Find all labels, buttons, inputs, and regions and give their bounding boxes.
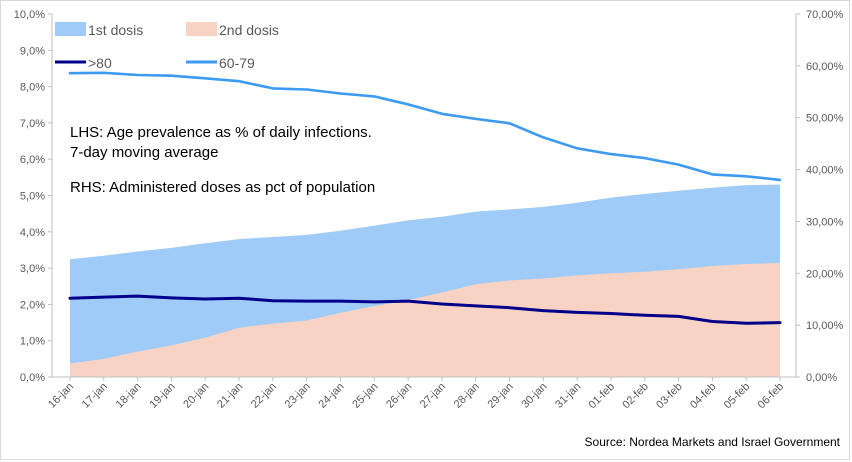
right-tick-label: 50,00%: [806, 113, 844, 125]
x-tick-label: 05-feb: [722, 381, 753, 412]
x-tick-label: 22-jan: [249, 381, 279, 411]
right-tick-label: 10,00%: [806, 320, 844, 332]
right-tick-label: 20,00%: [806, 268, 844, 280]
legend-60-79-label: 60-79: [219, 55, 255, 71]
left-tick-label: 7,0%: [20, 118, 45, 130]
x-tick-label: 03-feb: [654, 381, 685, 412]
right-tick-label: 0,00%: [806, 372, 837, 384]
x-tick-label: 29-jan: [486, 381, 516, 411]
area-layer: [70, 184, 780, 377]
legend-1st-dosis-label: 1st dosis: [88, 22, 143, 38]
line-80: [68, 294, 782, 325]
x-tick-label: 28-jan: [452, 381, 482, 411]
x-tick-label: 21-jan: [215, 381, 245, 411]
x-tick-label: 06-feb: [756, 381, 787, 412]
right-tick-label: 30,00%: [806, 216, 844, 228]
left-tick-label: 9,0%: [20, 45, 45, 57]
left-tick-label: 8,0%: [20, 82, 45, 94]
x-tick-label: 25-jan: [350, 381, 380, 411]
x-tick-label: 17-jan: [80, 381, 110, 411]
x-tick-label: 26-jan: [384, 381, 414, 411]
x-tick-label: 20-jan: [181, 381, 211, 411]
right-tick-label: 70,00%: [806, 9, 844, 21]
area-2nd-dosis: [70, 262, 780, 377]
x-tick-label: 04-feb: [688, 381, 719, 412]
x-tick-label: 30-jan: [519, 381, 549, 411]
annotation-lhs: LHS: Age prevalence as % of daily infect…: [70, 124, 372, 141]
x-tick-label: 02-feb: [620, 381, 651, 412]
line-layer: [68, 71, 782, 325]
right-tick-label: 40,00%: [806, 165, 844, 177]
x-tick-label: 31-jan: [553, 381, 583, 411]
source-note: Source: Nordea Markets and Israel Govern…: [585, 435, 841, 449]
legend: 1st dosis 2nd dosis >80 60-79: [55, 22, 279, 71]
left-tick-label: 6,0%: [20, 154, 45, 166]
x-tick-label: 24-jan: [316, 381, 346, 411]
x-tick-label: 23-jan: [283, 381, 313, 411]
right-tick-label: 60,00%: [806, 61, 844, 73]
annotation-rhs: RHS: Administered doses as pct of popula…: [70, 179, 375, 196]
left-tick-label: 5,0%: [20, 191, 45, 203]
annotation-moving-average: 7-day moving average: [70, 144, 218, 161]
x-tick-label: 19-jan: [147, 381, 177, 411]
x-tick-label: 18-jan: [114, 381, 144, 411]
left-tick-label: 3,0%: [20, 263, 45, 275]
left-tick-label: 2,0%: [20, 299, 45, 311]
left-tick-label: 4,0%: [20, 227, 45, 239]
left-tick-label: 1,0%: [20, 336, 45, 348]
legend-1st-dosis-swatch: [55, 22, 86, 36]
line-60-79: [68, 71, 782, 182]
legend-2nd-dosis-swatch: [186, 22, 217, 36]
legend-80-label: >80: [88, 55, 112, 71]
x-tick-label: 27-jan: [418, 381, 448, 411]
left-tick-label: 0,0%: [20, 372, 45, 384]
left-tick-label: 10,0%: [14, 9, 45, 21]
legend-2nd-dosis-label: 2nd dosis: [219, 22, 279, 38]
x-tick-label: 16-jan: [46, 381, 76, 411]
x-tick-label: 01-feb: [587, 381, 618, 412]
